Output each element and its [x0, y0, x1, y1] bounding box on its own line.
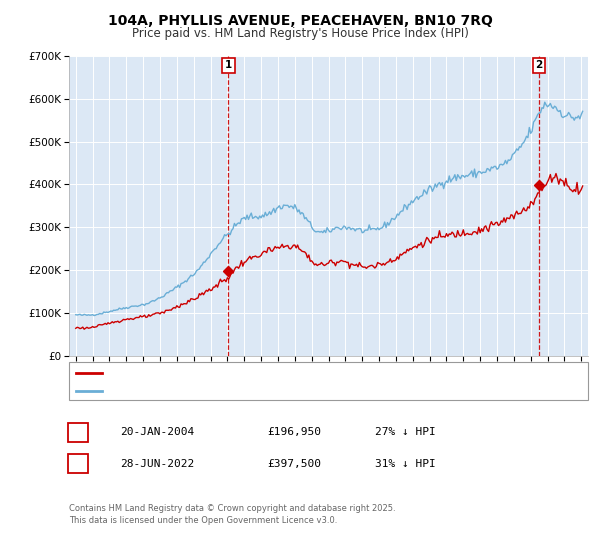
- Text: Price paid vs. HM Land Registry's House Price Index (HPI): Price paid vs. HM Land Registry's House …: [131, 27, 469, 40]
- Text: 104A, PHYLLIS AVENUE, PEACEHAVEN, BN10 7RQ (detached house): 104A, PHYLLIS AVENUE, PEACEHAVEN, BN10 7…: [105, 368, 455, 378]
- Text: 28-JUN-2022: 28-JUN-2022: [120, 459, 194, 469]
- Text: £397,500: £397,500: [267, 459, 321, 469]
- Text: 1: 1: [74, 427, 82, 437]
- Text: 2: 2: [535, 60, 542, 71]
- Text: 20-JAN-2004: 20-JAN-2004: [120, 427, 194, 437]
- Text: 1: 1: [224, 60, 232, 71]
- Text: 2: 2: [74, 459, 82, 469]
- Text: 27% ↓ HPI: 27% ↓ HPI: [375, 427, 436, 437]
- Text: 104A, PHYLLIS AVENUE, PEACEHAVEN, BN10 7RQ: 104A, PHYLLIS AVENUE, PEACEHAVEN, BN10 7…: [107, 14, 493, 28]
- Text: HPI: Average price, detached house, Lewes: HPI: Average price, detached house, Lewe…: [105, 386, 330, 396]
- Text: 31% ↓ HPI: 31% ↓ HPI: [375, 459, 436, 469]
- Text: £196,950: £196,950: [267, 427, 321, 437]
- Text: Contains HM Land Registry data © Crown copyright and database right 2025.
This d: Contains HM Land Registry data © Crown c…: [69, 504, 395, 525]
